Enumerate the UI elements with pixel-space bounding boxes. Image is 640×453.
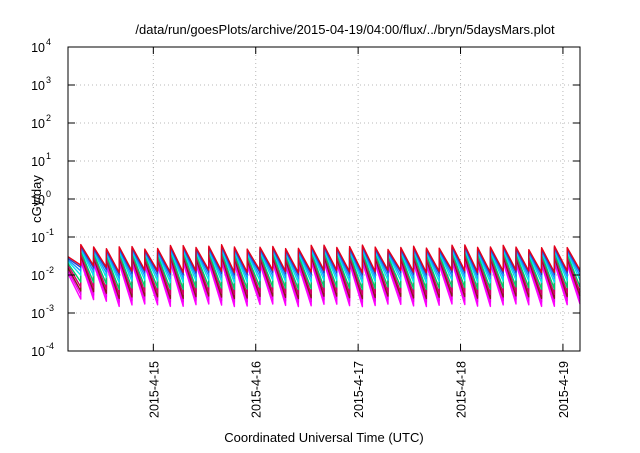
y-tick-label-exponent: -4 <box>46 341 54 351</box>
x-axis-label: Coordinated Universal Time (UTC) <box>224 430 423 445</box>
y-tick-label-exponent: 0 <box>46 189 51 199</box>
y-tick-label-exponent: 4 <box>46 37 51 47</box>
y-axis-label: cGy/day <box>29 175 44 223</box>
x-tick-label: 2015-4-18 <box>455 361 469 418</box>
x-tick-labels: 2015-4-15 2015-4-16 2015-4-17 2015-4-18 2015… <box>147 361 571 418</box>
y-tick-label-exponent: 3 <box>46 75 51 85</box>
y-tick-label: 10 <box>31 307 45 321</box>
y-tick-label: 10 <box>31 269 45 283</box>
chart-title: /data/run/goesPlots/archive/2015-04-19/0… <box>135 22 555 37</box>
y-tick-label: 10 <box>31 41 45 55</box>
y-tick-label: 10 <box>31 79 45 93</box>
y-tick-label: 10 <box>31 193 45 207</box>
x-tick-label: 2015-4-15 <box>147 361 161 418</box>
series-line <box>67 243 581 274</box>
y-tick-label-exponent: 2 <box>46 113 51 123</box>
x-tick-label: 2015-4-19 <box>557 361 571 418</box>
x-tick-label: 2015-4-16 <box>250 361 264 418</box>
y-tick-label: 10 <box>31 231 45 245</box>
y-tick-label-exponent: 1 <box>46 151 51 161</box>
y-tick-label: 10 <box>31 155 45 169</box>
y-tick-label-exponent: -3 <box>46 303 54 313</box>
y-tick-label-exponent: -2 <box>46 265 54 275</box>
x-tick-label: 2015-4-17 <box>352 361 366 418</box>
series-layer <box>67 243 581 308</box>
tick-layer <box>68 46 580 352</box>
y-tick-label: 10 <box>31 345 45 359</box>
y-tick-label-exponent: -1 <box>46 227 54 237</box>
y-tick-label: 10 <box>31 117 45 131</box>
